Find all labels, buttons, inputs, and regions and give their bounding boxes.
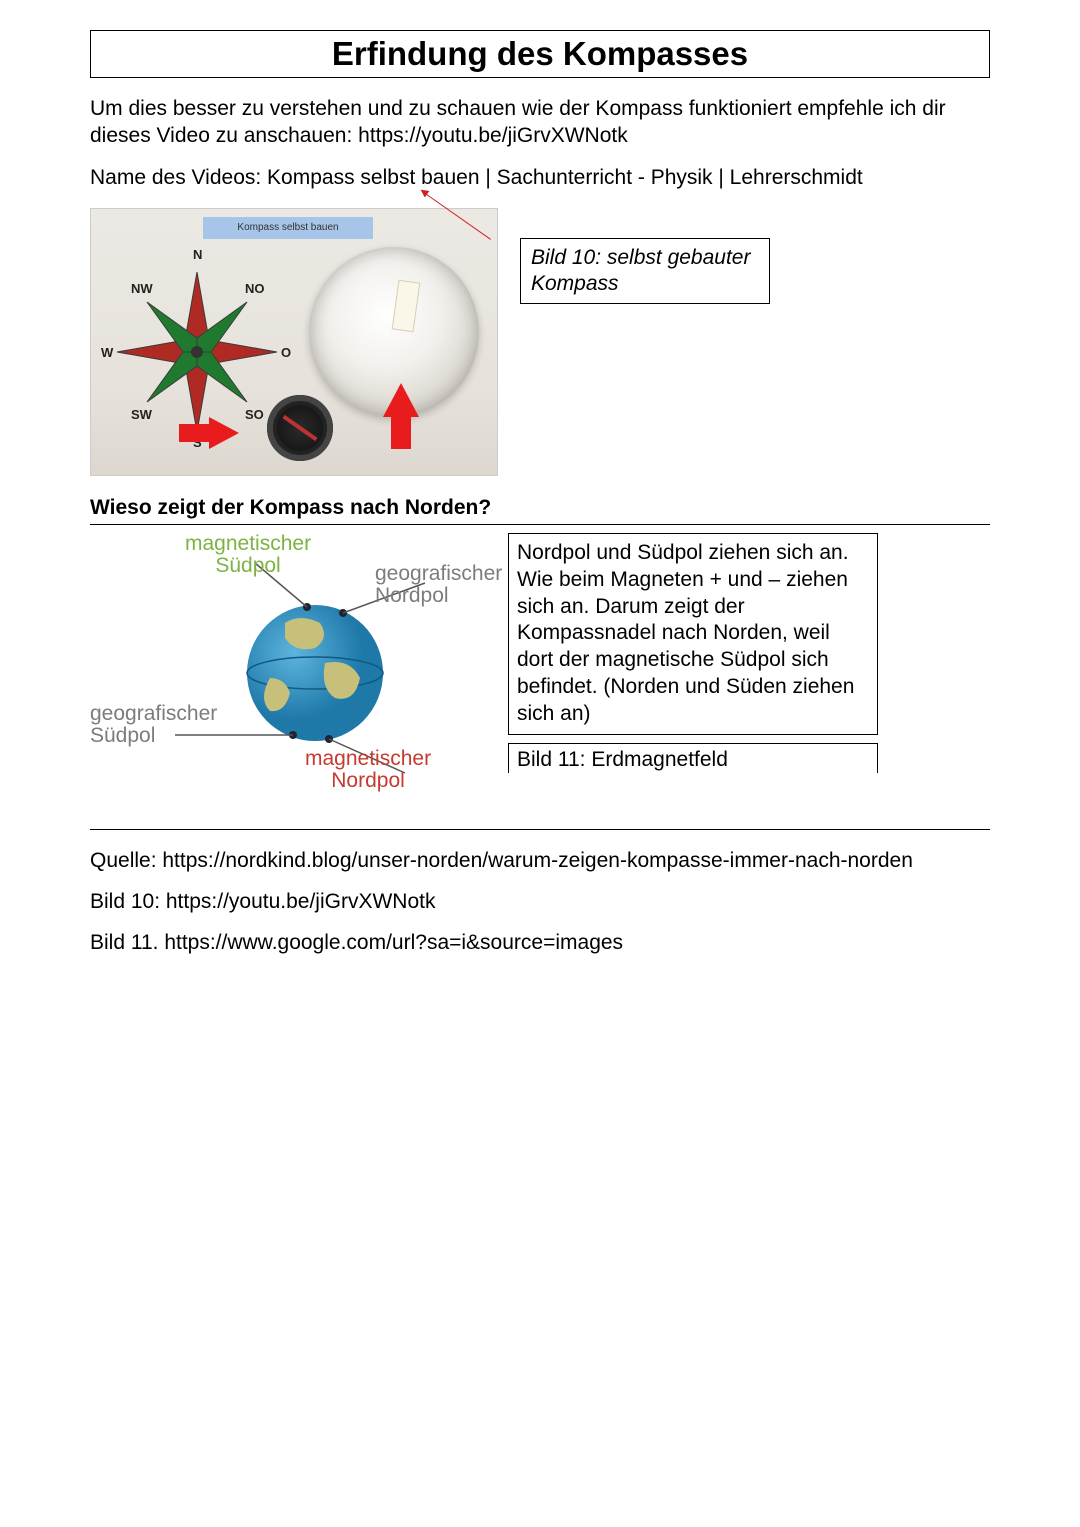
figure-1-banner: Kompass selbst bauen	[203, 217, 373, 239]
rose-label-o: O	[281, 345, 291, 360]
rose-label-w: W	[101, 345, 114, 360]
figure-2-row: magnetischerSüdpol geografischerNordpol …	[90, 533, 990, 793]
label-geographic-north: geografischerNordpol	[375, 563, 502, 607]
label-geographic-south: geografischerSüdpol	[90, 703, 217, 747]
rose-label-n: N	[193, 247, 202, 262]
source-quelle: Quelle: https://nordkind.blog/unser-nord…	[90, 848, 990, 875]
pocket-compass-icon	[267, 395, 333, 461]
page-title: Erfindung des Kompasses	[99, 35, 981, 73]
subheading: Wieso zeigt der Kompass nach Norden?	[90, 496, 990, 525]
figure-1-row: Kompass selbst bauen	[90, 208, 990, 476]
figure-2-image: magnetischerSüdpol geografischerNordpol …	[90, 533, 500, 793]
rose-label-nw: NW	[131, 281, 153, 296]
explanation-box: Nordpol und Südpol ziehen sich an. Wie b…	[508, 533, 878, 735]
arrow-right-icon	[209, 417, 239, 449]
thin-arrow-icon	[425, 193, 491, 240]
arrow-up-icon	[383, 383, 419, 417]
page-title-box: Erfindung des Kompasses	[90, 30, 990, 78]
video-name-text: Name des Videos: Kompass selbst bauen | …	[90, 166, 990, 190]
intro-text: Um dies besser zu verstehen und zu schau…	[90, 96, 990, 150]
figure-2-caption: Bild 11: Erdmagnetfeld	[508, 743, 878, 773]
label-magnetic-north: magnetischerNordpol	[305, 748, 431, 792]
source-bild10: Bild 10: https://youtu.be/jiGrvXWNotk	[90, 889, 990, 916]
rose-label-so: SO	[245, 407, 264, 422]
rose-label-no: NO	[245, 281, 265, 296]
rose-label-sw: SW	[131, 407, 153, 422]
source-bild11: Bild 11. https://www.google.com/url?sa=i…	[90, 930, 990, 957]
figure-1-caption: Bild 10: selbst gebauter Kompass	[520, 238, 770, 305]
figure-1-image: Kompass selbst bauen	[90, 208, 498, 476]
label-magnetic-south: magnetischerSüdpol	[185, 533, 311, 577]
figure-2-text-column: Nordpol und Südpol ziehen sich an. Wie b…	[508, 533, 878, 773]
divider	[90, 829, 990, 830]
